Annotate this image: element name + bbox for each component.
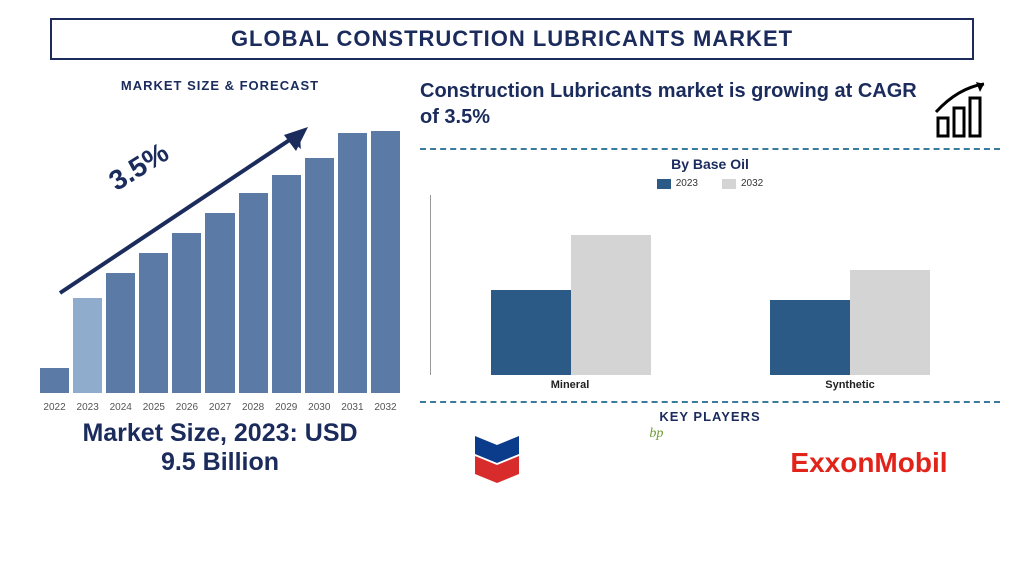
growth-chart-icon [930,78,1000,138]
forecast-bar [40,368,69,393]
forecast-year-label: 2026 [172,402,201,413]
base-oil-title: By Base Oil [420,156,1000,172]
legend-swatch-2032 [722,179,736,189]
base-oil-group [711,195,991,375]
divider-1 [420,148,1000,150]
market-size-line1: Market Size, 2023: USD [82,419,357,447]
forecast-year-label: 2022 [40,402,69,413]
chevron-logo-icon [472,432,522,494]
base-oil-group [431,195,711,375]
forecast-bar [73,298,102,393]
right-section: Construction Lubricants market is growin… [420,78,1000,498]
forecast-bar [106,273,135,393]
forecast-year-label: 2032 [371,402,400,413]
forecast-year-label: 2028 [239,402,268,413]
legend-swatch-2023 [657,179,671,189]
base-oil-legend: 2023 2032 [420,178,1000,189]
cagr-header: Construction Lubricants market is growin… [420,78,1000,138]
divider-2 [420,401,1000,403]
base-oil-bar-2023 [491,290,571,375]
key-players-label: KEY PLAYERS [420,409,1000,424]
base-oil-category-label: Mineral [430,379,710,391]
forecast-bar [272,175,301,393]
exxonmobil-logo: ExxonMobil [790,447,947,479]
cagr-text: Construction Lubricants market is growin… [420,78,920,130]
forecast-year-label: 2027 [205,402,234,413]
base-oil-chart [430,195,990,375]
market-forecast-section: MARKET SIZE & FORECAST 3.5% 202220232024… [40,78,400,477]
forecast-bar [172,233,201,393]
forecast-bar [371,131,400,393]
key-players-logos: bp ExxonMobil [420,428,1000,498]
page-title: GLOBAL CONSTRUCTION LUBRICANTS MARKET [52,26,972,52]
forecast-bar [305,158,334,393]
forecast-bar [239,193,268,393]
forecast-year-label: 2025 [139,402,168,413]
forecast-bar [205,213,234,393]
forecast-year-label: 2031 [338,402,367,413]
market-size-caption: Market Size, 2023: USD 9.5 Billion [40,419,400,477]
forecast-year-label: 2023 [73,402,102,413]
forecast-bar [338,133,367,393]
bp-logo: bp [627,426,685,501]
base-oil-bar-2032 [850,270,930,375]
base-oil-bar-2023 [770,300,850,375]
bp-helios-icon [627,438,685,496]
forecast-label: MARKET SIZE & FORECAST [40,78,400,93]
legend-label-2023: 2023 [676,178,698,189]
forecast-year-label: 2030 [305,402,334,413]
legend-2023: 2023 [657,178,698,189]
market-size-line2: 9.5 Billion [161,448,279,476]
forecast-year-label: 2024 [106,402,135,413]
page-title-box: GLOBAL CONSTRUCTION LUBRICANTS MARKET [50,18,974,60]
forecast-bar [139,253,168,393]
base-oil-category-label: Synthetic [710,379,990,391]
legend-label-2032: 2032 [741,178,763,189]
legend-2032: 2032 [722,178,763,189]
base-oil-bar-2032 [571,235,651,375]
forecast-year-label: 2029 [272,402,301,413]
forecast-bar-chart: 3.5% 20222023202420252026202720282029203… [40,103,400,413]
